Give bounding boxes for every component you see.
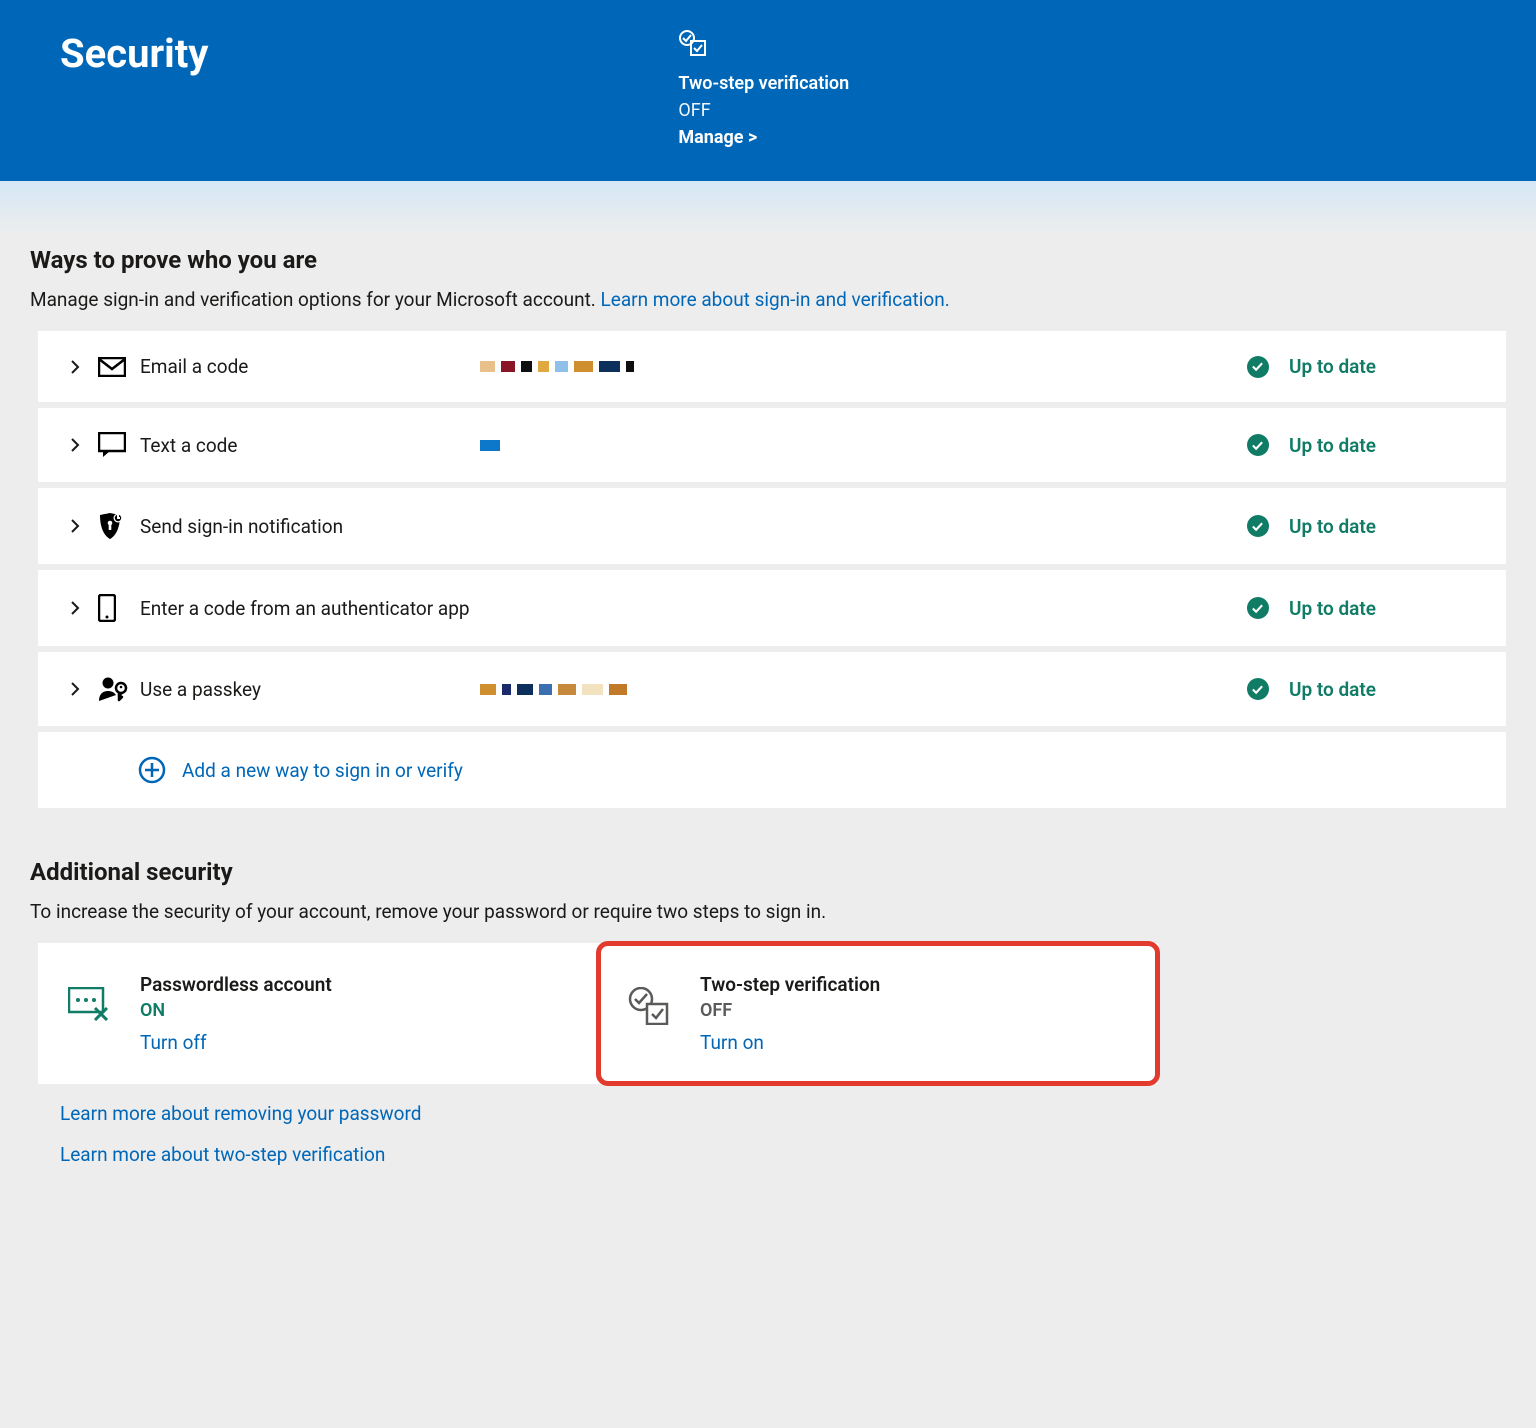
prove-section: Ways to prove who you are Manage sign-in…: [0, 236, 1536, 848]
chat-icon: [98, 432, 140, 458]
page-title: Security: [60, 30, 208, 77]
method-row[interactable]: Send sign-in notification Up to date: [38, 488, 1506, 564]
learn-signin-link[interactable]: Learn more about sign-in and verificatio…: [601, 288, 950, 311]
status-text: Up to date: [1289, 678, 1376, 701]
redacted-value: [480, 684, 1247, 695]
phone-icon: [98, 594, 140, 622]
method-status: Up to date: [1247, 434, 1476, 457]
method-status: Up to date: [1247, 355, 1476, 378]
check-icon: [1247, 356, 1269, 378]
header-gradient: [0, 181, 1536, 236]
prove-heading: Ways to prove who you are: [30, 246, 1506, 274]
method-row[interactable]: Enter a code from an authenticator app Up…: [38, 570, 1506, 646]
status-text: Up to date: [1289, 597, 1376, 620]
header-tsv-status: Two-step verification OFF Manage >: [678, 30, 849, 151]
passwordless-icon: [68, 973, 116, 1026]
bottom-links: Learn more about removing your password …: [30, 1102, 1506, 1166]
card-status: OFF: [700, 1000, 1128, 1021]
card-action-link[interactable]: Turn off: [140, 1031, 568, 1054]
passkey-icon: [98, 676, 140, 702]
redacted-value: [480, 440, 1247, 451]
chevron-right-icon: [68, 438, 98, 452]
additional-security-section: Additional security To increase the secu…: [0, 848, 1536, 1206]
method-status: Up to date: [1247, 515, 1476, 538]
shield-icon: [98, 512, 140, 540]
status-text: Up to date: [1289, 434, 1376, 457]
passwordless-card: Passwordless account ON Turn off: [38, 943, 598, 1084]
method-row[interactable]: Text a code Up to date: [38, 408, 1506, 482]
card-action-link[interactable]: Turn on: [700, 1031, 1128, 1054]
method-status: Up to date: [1247, 678, 1476, 701]
chevron-right-icon: [68, 519, 98, 533]
method-label: Send sign-in notification: [140, 515, 480, 538]
method-status: Up to date: [1247, 597, 1476, 620]
check-icon: [1247, 597, 1269, 619]
method-label: Email a code: [140, 355, 480, 378]
check-icon: [1247, 515, 1269, 537]
learn-remove-password-link[interactable]: Learn more about removing your password: [60, 1102, 1476, 1125]
manage-link[interactable]: Manage >: [678, 124, 849, 151]
two-step-verification-icon: [628, 973, 676, 1030]
method-row[interactable]: Use a passkey Up to date: [38, 652, 1506, 726]
add-label: Add a new way to sign in or verify: [182, 759, 463, 782]
check-icon: [1247, 434, 1269, 456]
plus-circle-icon: [138, 756, 166, 784]
prove-description: Manage sign-in and verification options …: [30, 288, 1506, 311]
method-row[interactable]: Email a code Up to date: [38, 331, 1506, 402]
chevron-right-icon: [68, 682, 98, 696]
status-text: Up to date: [1289, 355, 1376, 378]
check-icon: [1247, 678, 1269, 700]
card-title: Two-step verification: [700, 973, 1128, 996]
card-title: Passwordless account: [140, 973, 568, 996]
email-icon: [98, 357, 140, 377]
card-status: ON: [140, 1000, 568, 1021]
status-text: Up to date: [1289, 515, 1376, 538]
additional-description: To increase the security of your account…: [30, 900, 1506, 923]
add-signin-method[interactable]: Add a new way to sign in or verify: [38, 732, 1506, 808]
chevron-right-icon: [68, 360, 98, 374]
method-label: Use a passkey: [140, 678, 480, 701]
two-step-verification-icon: [678, 30, 849, 64]
two-step-card: Two-step verification OFF Turn on: [598, 943, 1158, 1084]
header-tsv-value: OFF: [678, 97, 849, 124]
security-header: Security Two-step verification OFF Manag…: [0, 0, 1536, 181]
header-tsv-title: Two-step verification: [678, 70, 849, 97]
method-label: Text a code: [140, 434, 480, 457]
redacted-value: [480, 361, 1247, 372]
method-label: Enter a code from an authenticator app: [140, 597, 480, 620]
learn-tsv-link[interactable]: Learn more about two-step verification: [60, 1143, 1476, 1166]
methods-list: Email a code Up to date Text a code Up to d…: [38, 331, 1506, 808]
chevron-right-icon: [68, 601, 98, 615]
additional-heading: Additional security: [30, 858, 1506, 886]
additional-cards: Passwordless account ON Turn off Two-step v…: [38, 943, 1158, 1084]
